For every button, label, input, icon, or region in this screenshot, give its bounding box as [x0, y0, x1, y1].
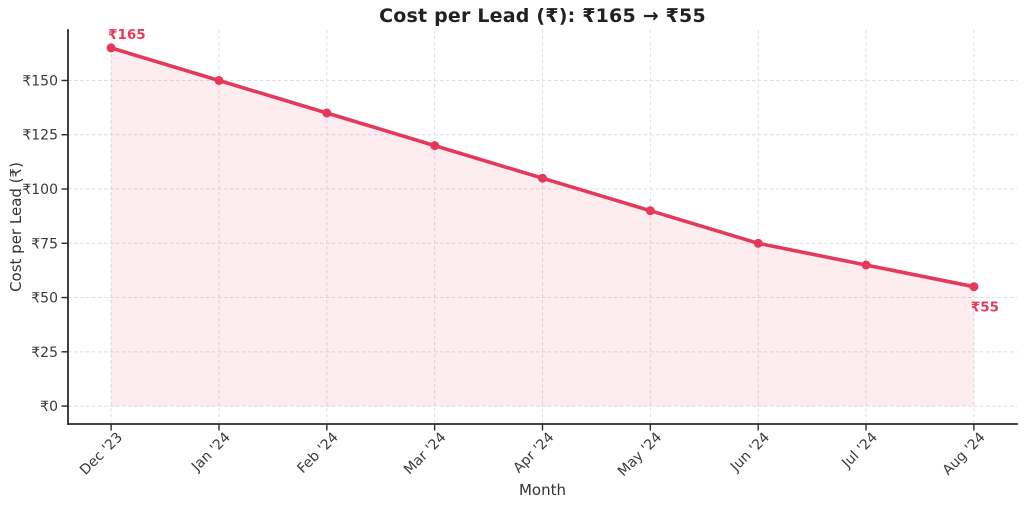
grid-lines — [68, 30, 1017, 424]
data-point — [322, 108, 332, 118]
x-tick-label: Feb '24 — [294, 429, 341, 476]
x-tick-label: Apr '24 — [510, 429, 557, 476]
y-tick-label: ₹150 — [22, 73, 58, 89]
end-value-annotation: ₹55 — [971, 300, 999, 316]
x-tick-label: May '24 — [615, 429, 665, 479]
y-tick-label: ₹25 — [31, 345, 58, 361]
y-tick-label: ₹50 — [31, 291, 58, 307]
x-axis-label: Month — [518, 481, 566, 499]
y-tick-label: ₹100 — [22, 182, 58, 198]
y-tick-label: ₹75 — [31, 236, 58, 252]
y-tick-labels: ₹0 ₹25 ₹50 ₹75 ₹100 ₹125 ₹150 — [22, 73, 58, 415]
data-points — [106, 43, 979, 292]
axis-ticks — [61, 79, 975, 431]
data-point — [861, 260, 871, 270]
data-point — [214, 76, 224, 85]
data-point — [969, 282, 979, 292]
x-tick-label: Dec '23 — [77, 430, 126, 479]
start-value-annotation: ₹165 — [108, 27, 146, 43]
x-tick-labels: Dec '23 Jan '24 Feb '24 Mar '24 Apr '24 May '… — [77, 429, 989, 479]
y-tick-label: ₹125 — [22, 128, 58, 144]
data-point — [753, 238, 763, 248]
data-point — [538, 173, 547, 183]
chart-title: Cost per Lead (₹): ₹165 → ₹55 — [379, 5, 706, 27]
data-point — [430, 141, 440, 151]
y-tick-label: ₹0 — [40, 399, 58, 415]
x-tick-label: Jul '24 — [838, 429, 880, 471]
x-tick-label: Mar '24 — [401, 429, 450, 478]
data-point — [645, 206, 655, 216]
x-tick-label: Jan '24 — [188, 429, 234, 475]
area-fill — [111, 47, 974, 407]
y-axis-label: Cost per Lead (₹) — [7, 162, 25, 292]
x-tick-label: Aug '24 — [940, 429, 989, 478]
x-tick-label: Jun '24 — [727, 429, 773, 475]
data-point — [106, 43, 116, 53]
